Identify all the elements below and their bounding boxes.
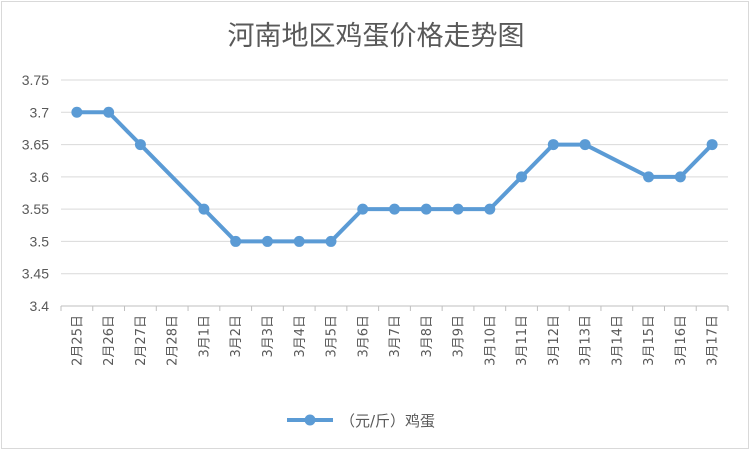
legend-point-marker bbox=[304, 414, 316, 426]
x-tick-label: 3月7日 bbox=[388, 315, 403, 358]
x-tick-label: 2月26日 bbox=[102, 315, 117, 366]
x-tick-label: 3月15日 bbox=[642, 315, 657, 366]
data-point bbox=[484, 203, 496, 215]
x-tick-label: 2月27日 bbox=[134, 315, 149, 366]
y-tick-label: 3.65 bbox=[22, 137, 49, 153]
x-tick-label: 2月28日 bbox=[166, 315, 181, 366]
y-tick-label: 3.45 bbox=[22, 266, 49, 282]
data-point bbox=[325, 235, 337, 247]
data-point bbox=[357, 203, 369, 215]
x-axis bbox=[60, 305, 729, 311]
legend-label: （元/斤）鸡蛋 bbox=[340, 412, 435, 430]
x-tick-label: 3月6日 bbox=[356, 315, 371, 358]
data-point bbox=[389, 203, 400, 215]
data-point bbox=[516, 171, 528, 183]
x-tick-label: 2月25日 bbox=[70, 315, 85, 366]
data-point bbox=[579, 139, 591, 151]
y-axis-ticks: 3.4 3.45 3.5 3.55 3.6 3.65 3.7 3.75 bbox=[22, 72, 49, 314]
data-point bbox=[293, 235, 305, 247]
y-tick-label: 3.7 bbox=[30, 104, 50, 120]
data-point bbox=[674, 171, 686, 183]
x-tick-label: 3月1日 bbox=[197, 315, 212, 358]
data-point bbox=[706, 139, 718, 151]
chart-title: 河南地区鸡蛋价格走势图 bbox=[227, 21, 525, 52]
x-tick-label: 3月8日 bbox=[420, 315, 435, 358]
x-tick-label: 3月4日 bbox=[293, 315, 308, 358]
y-tick-label: 3.6 bbox=[30, 169, 50, 185]
x-tick-label: 3月14日 bbox=[610, 315, 625, 366]
y-tick-label: 3.4 bbox=[30, 298, 50, 314]
x-tick-label: 3月9日 bbox=[452, 315, 467, 358]
x-axis-ticks: 2月25日 2月26日 2月27日 2月28日 3月1日 3月2日 3月3日 3月4日 3月5日… bbox=[70, 315, 720, 366]
data-point bbox=[643, 171, 655, 183]
x-tick-label: 3月11日 bbox=[515, 315, 530, 366]
grid-lines bbox=[61, 79, 728, 307]
x-tick-label: 3月16日 bbox=[674, 315, 689, 366]
data-point bbox=[452, 203, 464, 215]
x-tick-label: 3月2日 bbox=[229, 315, 244, 358]
x-tick-label: 3月13日 bbox=[579, 315, 594, 366]
x-tick-label: 3月5日 bbox=[325, 315, 340, 358]
data-point bbox=[103, 106, 115, 118]
data-point bbox=[261, 235, 273, 247]
x-tick-label: 3月3日 bbox=[261, 315, 276, 358]
legend: （元/斤）鸡蛋 bbox=[287, 412, 435, 430]
y-tick-label: 3.5 bbox=[30, 233, 50, 249]
data-point bbox=[420, 203, 432, 215]
data-point bbox=[71, 106, 83, 118]
y-tick-label: 3.55 bbox=[22, 201, 49, 217]
x-tick-label: 3月10日 bbox=[483, 315, 498, 366]
data-point bbox=[230, 235, 242, 247]
data-point bbox=[134, 139, 146, 151]
x-tick-label: 3月12日 bbox=[547, 315, 562, 366]
x-tick-label: 3月17日 bbox=[706, 315, 721, 366]
data-point bbox=[547, 139, 559, 151]
series-layer bbox=[71, 106, 718, 247]
data-point bbox=[198, 203, 210, 215]
y-tick-label: 3.75 bbox=[22, 72, 49, 88]
